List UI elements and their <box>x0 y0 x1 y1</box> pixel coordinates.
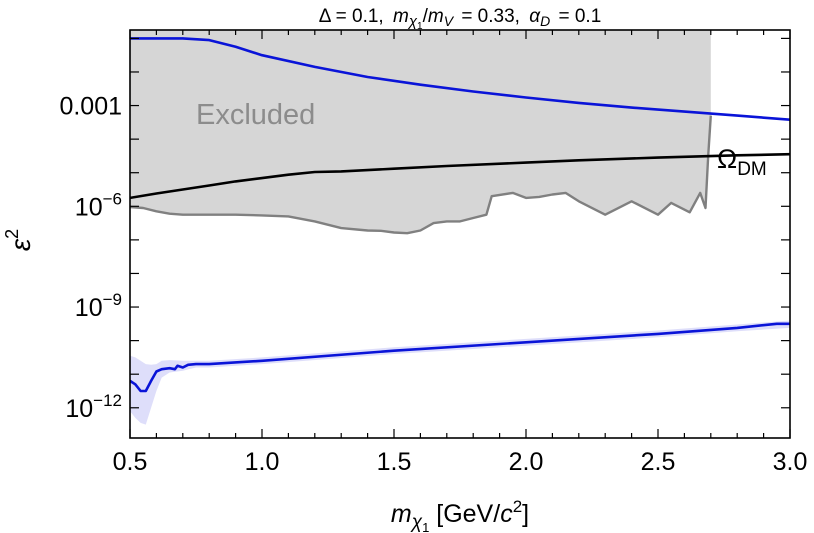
y-tick-label: 0.001 <box>59 93 122 121</box>
x-tick-label: 2.0 <box>509 448 544 476</box>
plot-frame <box>129 29 791 439</box>
y-tick-label: 10−6 <box>75 189 122 221</box>
x-tick-label: 0.5 <box>113 448 148 476</box>
excluded-label: Excluded <box>196 99 315 131</box>
lower-blue-line <box>130 322 790 393</box>
axis-ticks <box>129 30 791 438</box>
upper-blue-line <box>130 37 790 121</box>
x-tick-label: 1.5 <box>377 448 412 476</box>
x-axis-label: mχ1 [GeV/c2] <box>391 497 529 533</box>
sensitivity-band <box>130 320 790 425</box>
omega-dm-line <box>130 152 790 200</box>
excluded-boundary-line <box>130 115 712 235</box>
excluded-region <box>130 30 711 234</box>
x-tick-label: 2.5 <box>641 448 676 476</box>
x-tick-label: 1.0 <box>245 448 280 476</box>
y-tick-label: 10−9 <box>75 290 122 322</box>
x-tick-label: 3.0 <box>773 448 808 476</box>
y-axis-label: ε2 <box>2 229 36 251</box>
omega-dm-label: ΩDM <box>717 144 767 180</box>
chart-title: Δ = 0.1, mχ1/mV = 0.33, αD = 0.1 <box>319 6 602 32</box>
y-tick-label: 10−12 <box>65 391 122 423</box>
